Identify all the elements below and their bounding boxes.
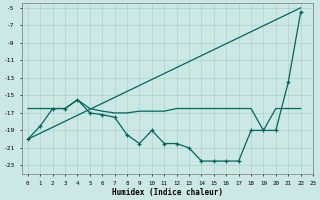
X-axis label: Humidex (Indice chaleur): Humidex (Indice chaleur): [112, 188, 223, 197]
